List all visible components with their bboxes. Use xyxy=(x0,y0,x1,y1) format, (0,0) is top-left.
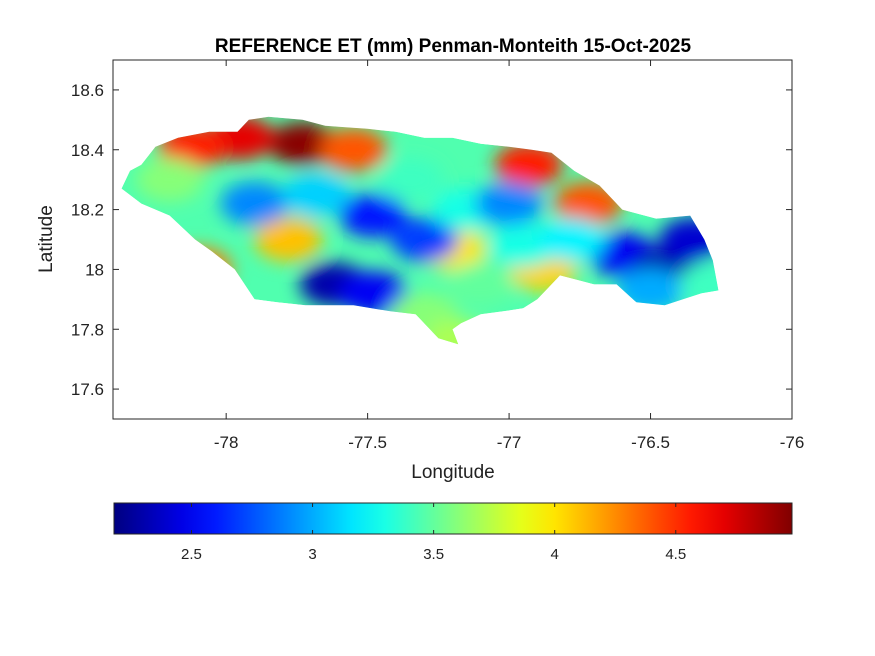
y-tick-label: 17.6 xyxy=(71,380,104,399)
y-tick-label: 18.2 xyxy=(71,201,104,220)
et-zone xyxy=(135,157,204,202)
y-tick-label: 17.8 xyxy=(71,320,104,339)
et-zone xyxy=(220,181,289,226)
et-zone xyxy=(554,181,623,226)
et-zone xyxy=(339,193,408,238)
y-tick-label: 18 xyxy=(85,260,104,279)
et-zone xyxy=(537,217,606,262)
et-zone xyxy=(319,127,388,172)
et-zone xyxy=(494,142,563,187)
x-tick-label: -77 xyxy=(497,433,522,452)
et-zone xyxy=(475,181,544,226)
chart-title: REFERENCE ET (mm) Penman-Monteith 15-Oct… xyxy=(215,36,692,57)
et-field xyxy=(121,116,719,345)
et-zone xyxy=(446,262,515,307)
colorbar-tick-label: 4.5 xyxy=(665,546,686,563)
et-zone xyxy=(254,217,323,262)
x-tick-label: -78 xyxy=(214,433,239,452)
colorbar-tick-label: 4 xyxy=(551,546,559,563)
x-tick-label: -77.5 xyxy=(348,433,387,452)
x-tick-label: -76 xyxy=(780,433,805,452)
et-zone xyxy=(268,121,337,166)
x-axis-label: Longitude xyxy=(411,462,494,483)
y-axis-label: Latitude xyxy=(36,205,57,273)
et-zone xyxy=(390,217,459,262)
et-zone xyxy=(282,172,351,217)
y-tick-label: 18.6 xyxy=(71,81,104,100)
x-axis-ticks: -78 -77.5 -77 -76.5 -76 xyxy=(214,60,804,452)
colorbar-ticks: 2.5 3 3.5 4 4.5 xyxy=(181,503,686,563)
colorbar-tick-label: 2.5 xyxy=(181,546,202,563)
colorbar xyxy=(113,502,793,535)
colorbar-tick-label: 3.5 xyxy=(423,546,444,563)
et-zone xyxy=(376,157,445,202)
y-tick-label: 18.4 xyxy=(71,141,104,160)
x-tick-label: -76.5 xyxy=(631,433,670,452)
colorbar-tick-label: 3 xyxy=(308,546,316,563)
axes-frame xyxy=(112,59,793,420)
et-zone xyxy=(339,271,408,316)
y-axis-ticks: 17.6 17.8 18 18.2 18.4 18.6 xyxy=(71,81,792,399)
